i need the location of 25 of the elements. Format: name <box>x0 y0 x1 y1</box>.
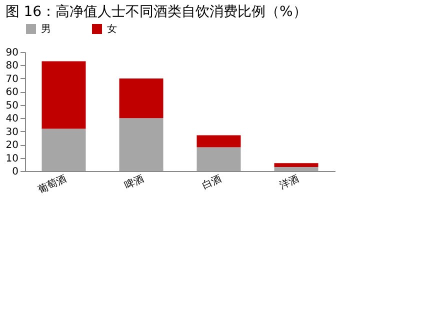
y-tick-label: 80 <box>6 60 18 72</box>
x-tick-label: 啤酒 <box>122 172 146 192</box>
y-tick-label: 10 <box>6 153 18 164</box>
bar <box>196 147 241 171</box>
y-tick-label: 0 <box>12 166 18 178</box>
chart-title: 图 16：高净值人士不同酒类自饮消费比例（%） <box>5 4 307 20</box>
legend-label: 女 <box>107 23 117 35</box>
bar <box>274 167 318 171</box>
x-tick-label: 白酒 <box>200 172 224 192</box>
bar <box>119 118 164 171</box>
bar <box>42 128 86 171</box>
y-tick-label: 30 <box>6 126 18 138</box>
y-tick-label: 60 <box>6 87 18 98</box>
y-tick-label: 40 <box>6 114 18 125</box>
x-tick-label: 葡萄酒 <box>36 172 68 196</box>
y-tick-label: 20 <box>6 140 18 152</box>
x-tick-label: 洋酒 <box>278 172 301 192</box>
legend-label: 男 <box>41 24 51 35</box>
y-tick-label: 70 <box>6 74 18 85</box>
bar <box>42 61 86 129</box>
bar <box>274 163 318 168</box>
y-tick-label: 90 <box>6 48 18 58</box>
bar <box>119 78 164 118</box>
bar <box>196 135 241 148</box>
y-tick-label: 50 <box>6 100 18 112</box>
